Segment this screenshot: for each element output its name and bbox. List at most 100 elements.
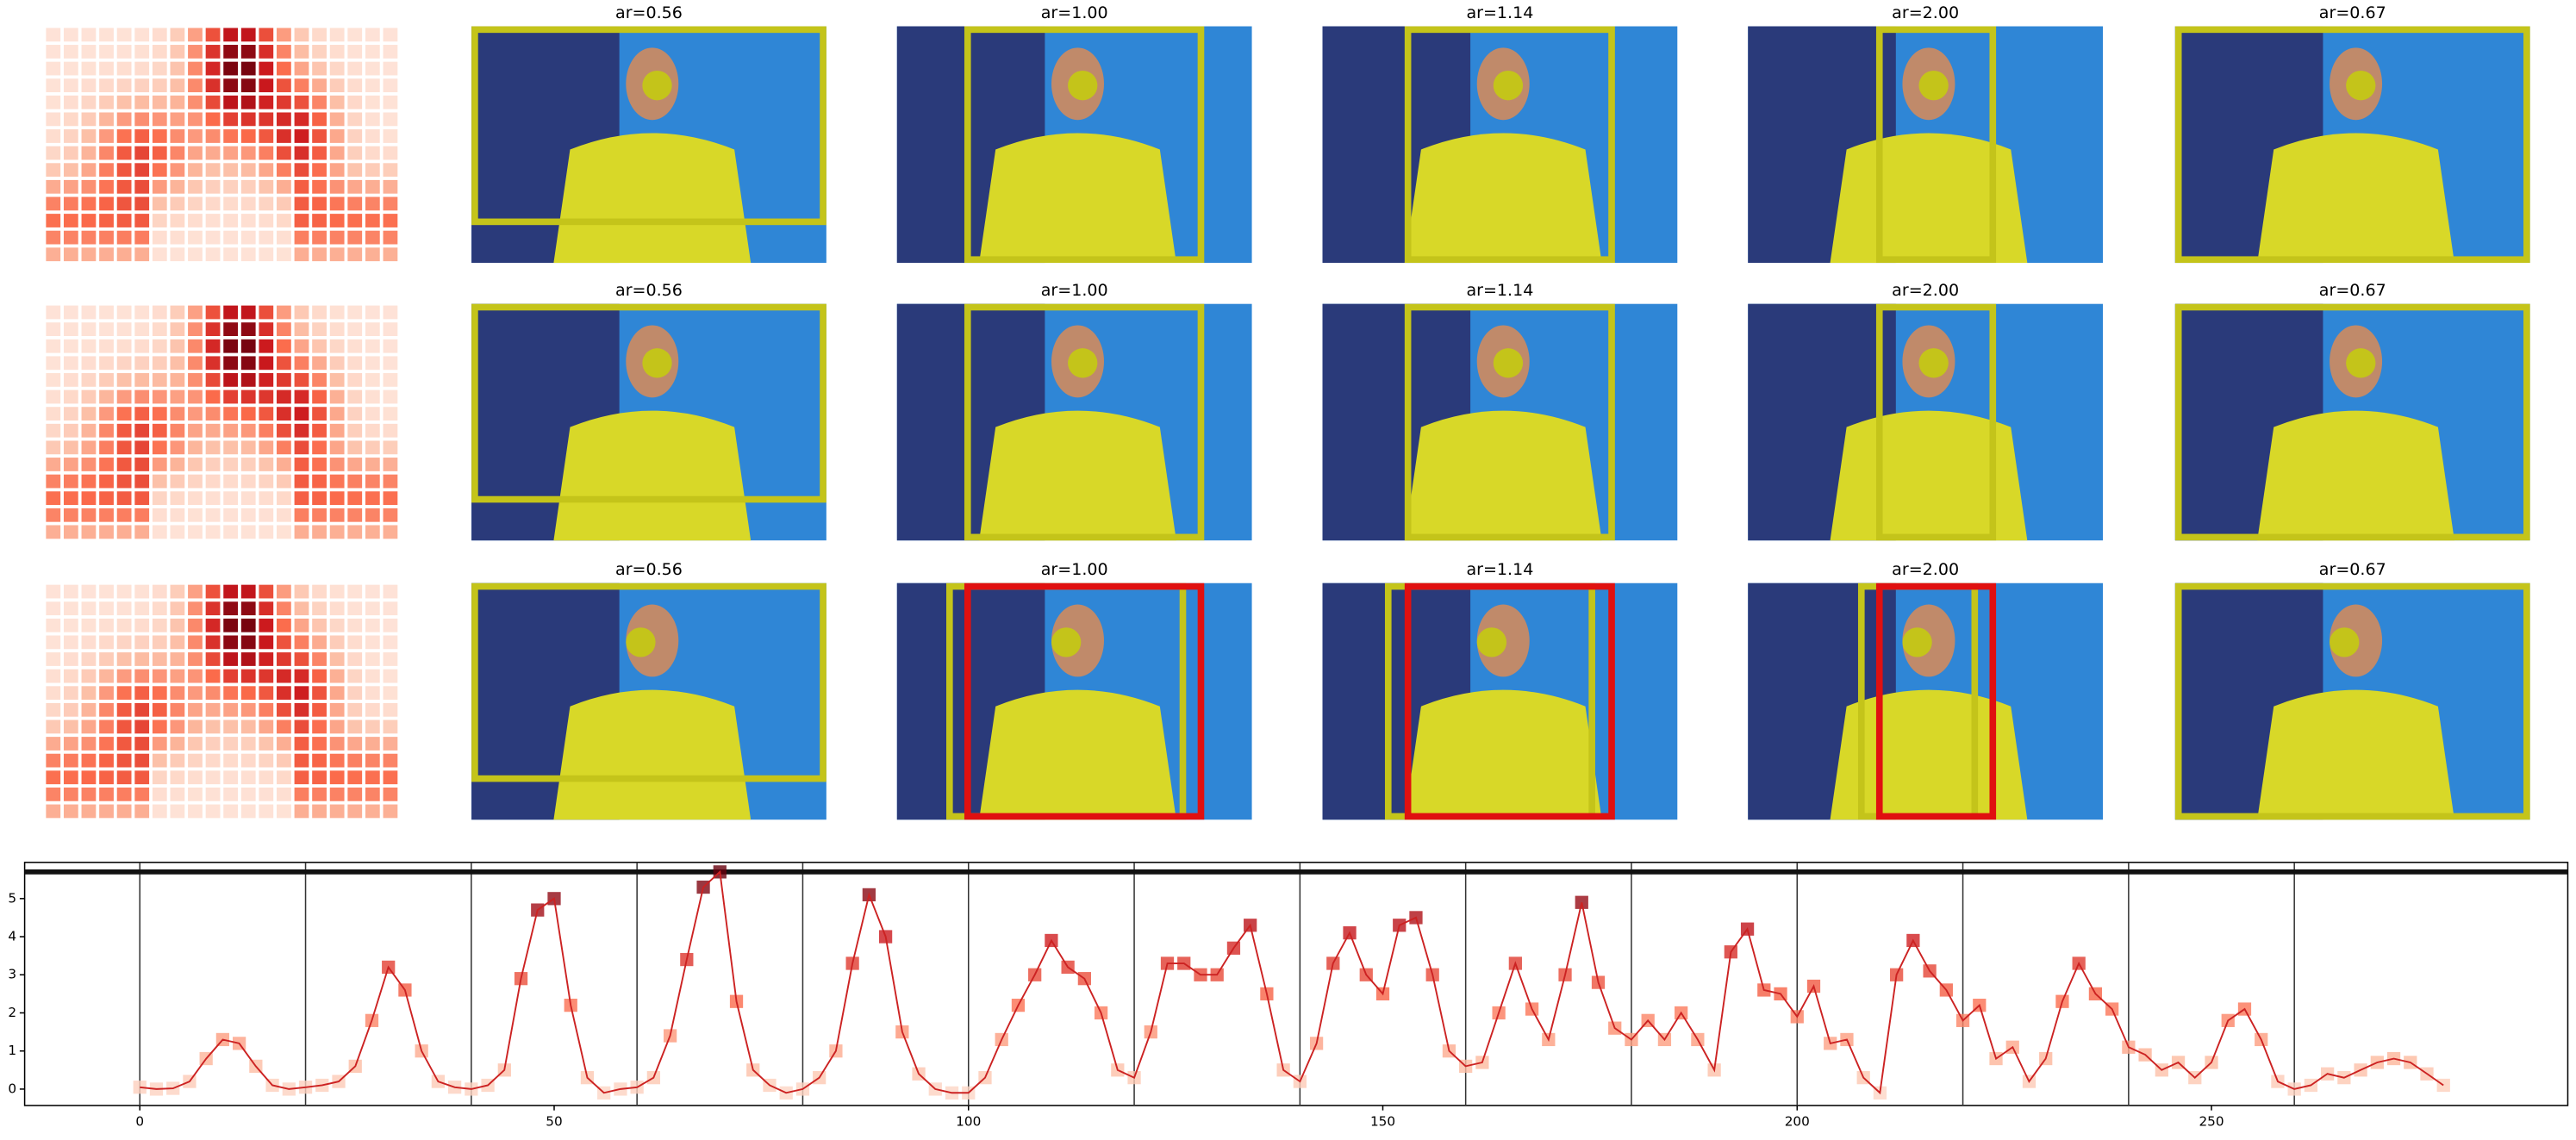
heatmap-cell: [116, 322, 132, 336]
heatmap-cell: [134, 28, 150, 42]
panel-title: ar=0.56: [615, 281, 683, 300]
heatmap-cell: [223, 61, 239, 76]
heatmap-cell: [205, 440, 221, 455]
heatmap-cell: [259, 584, 274, 599]
heatmap-cell: [277, 28, 291, 42]
heatmap-cell: [170, 474, 185, 489]
panel-title: ar=1.00: [1041, 560, 1108, 579]
heatmap-cell: [240, 230, 256, 245]
heatmap-cell: [188, 474, 203, 489]
heatmap-cell: [170, 146, 185, 160]
heatmap-cell: [99, 339, 114, 353]
heatmap-cell: [46, 95, 61, 109]
heatmap-cell: [134, 146, 150, 160]
photo-person: [1404, 133, 1602, 264]
heatmap-cell: [152, 129, 167, 143]
heatmap-cell: [99, 720, 114, 734]
heatmap-cell: [116, 458, 132, 471]
heatmap-cell: [46, 440, 61, 455]
heatmap-cell: [188, 322, 203, 336]
photo-person: [2257, 133, 2454, 264]
heatmap-cell: [240, 601, 256, 616]
heatmap-cell: [294, 407, 309, 421]
heatmap-cell: [170, 770, 185, 785]
heatmap-cell: [329, 389, 345, 404]
heatmap-cell: [383, 28, 398, 42]
heatmap-cell: [116, 652, 132, 666]
heatmap-cell: [134, 584, 150, 599]
heatmap-cell: [347, 95, 363, 109]
heatmap-cell: [240, 669, 256, 683]
heatmap-cell: [63, 179, 78, 194]
heatmap-cell: [46, 28, 61, 42]
heatmap-cell: [152, 373, 167, 387]
heatmap-cell: [294, 618, 309, 632]
heatmap-cell: [170, 163, 185, 178]
heatmap-cell: [223, 618, 239, 632]
heatmap-cell: [170, 196, 185, 211]
heatmap-cell: [188, 618, 203, 632]
heatmap-cell: [116, 356, 132, 371]
heatmap-cell: [259, 247, 274, 262]
face-marker: [1068, 71, 1098, 101]
heatmap-cell: [152, 787, 167, 801]
heatmap-cell: [99, 305, 114, 320]
heatmap-cell: [347, 618, 363, 632]
heatmap-cell: [170, 95, 185, 109]
heatmap-cell: [188, 491, 203, 506]
face-marker: [1068, 348, 1098, 378]
heatmap-cell: [188, 339, 203, 353]
heatmap-cell: [294, 770, 309, 785]
heatmap-cell: [81, 525, 97, 539]
heatmap-cell: [223, 78, 239, 93]
heatmap-cell: [63, 753, 78, 768]
heatmap-cell: [188, 356, 203, 371]
heatmap-cell: [312, 584, 327, 599]
heatmap-cell: [277, 389, 291, 404]
heatmap-cell: [294, 702, 309, 717]
heatmap-cell: [312, 95, 327, 109]
heatmap-cell: [152, 652, 167, 666]
photo-person: [553, 410, 752, 541]
heatmap-cell: [63, 601, 78, 616]
heatmap-cell: [294, 584, 309, 599]
heatmap-cell: [259, 770, 274, 785]
heatmap-cell: [134, 525, 150, 539]
heatmap-cell: [63, 230, 78, 245]
heatmap-cell: [294, 508, 309, 522]
heatmap-cell: [116, 230, 132, 245]
heatmap-cell: [312, 230, 327, 245]
heatmap-cell: [277, 720, 291, 734]
heatmap-cell: [277, 45, 291, 59]
heatmap-cell: [134, 787, 150, 801]
heatmap-cell: [294, 753, 309, 768]
heatmap-cell: [205, 214, 221, 227]
face-marker: [2346, 71, 2376, 101]
heatmap-cell: [63, 720, 78, 734]
heatmap-cell: [259, 618, 274, 632]
heatmap-cell: [223, 804, 239, 819]
box: [2174, 26, 2530, 264]
heatmap-cell: [63, 669, 78, 683]
panel-title: ar=1.14: [1466, 3, 1533, 22]
heatmap-cell: [240, 635, 256, 650]
heatmap-cell: [188, 686, 203, 701]
heatmap-cell: [223, 305, 239, 320]
heatmap-cell: [277, 737, 291, 751]
heatmap-cell: [294, 601, 309, 616]
heatmap-cell: [329, 322, 345, 336]
heatmap-cell: [152, 804, 167, 819]
heatmap-cell: [223, 407, 239, 421]
heatmap-cell: [259, 474, 274, 489]
heatmap-cell: [259, 389, 274, 404]
heatmap-cell: [81, 214, 97, 227]
heatmap-cell: [188, 440, 203, 455]
heatmap-cell: [277, 339, 291, 353]
heatmap-cell: [99, 112, 114, 127]
heatmap-cell: [365, 753, 380, 768]
heatmap-cell: [116, 112, 132, 127]
face-marker: [2330, 627, 2360, 657]
heatmap-cell: [259, 804, 274, 819]
heatmap-cell: [81, 247, 97, 262]
heatmap-cell: [294, 95, 309, 109]
